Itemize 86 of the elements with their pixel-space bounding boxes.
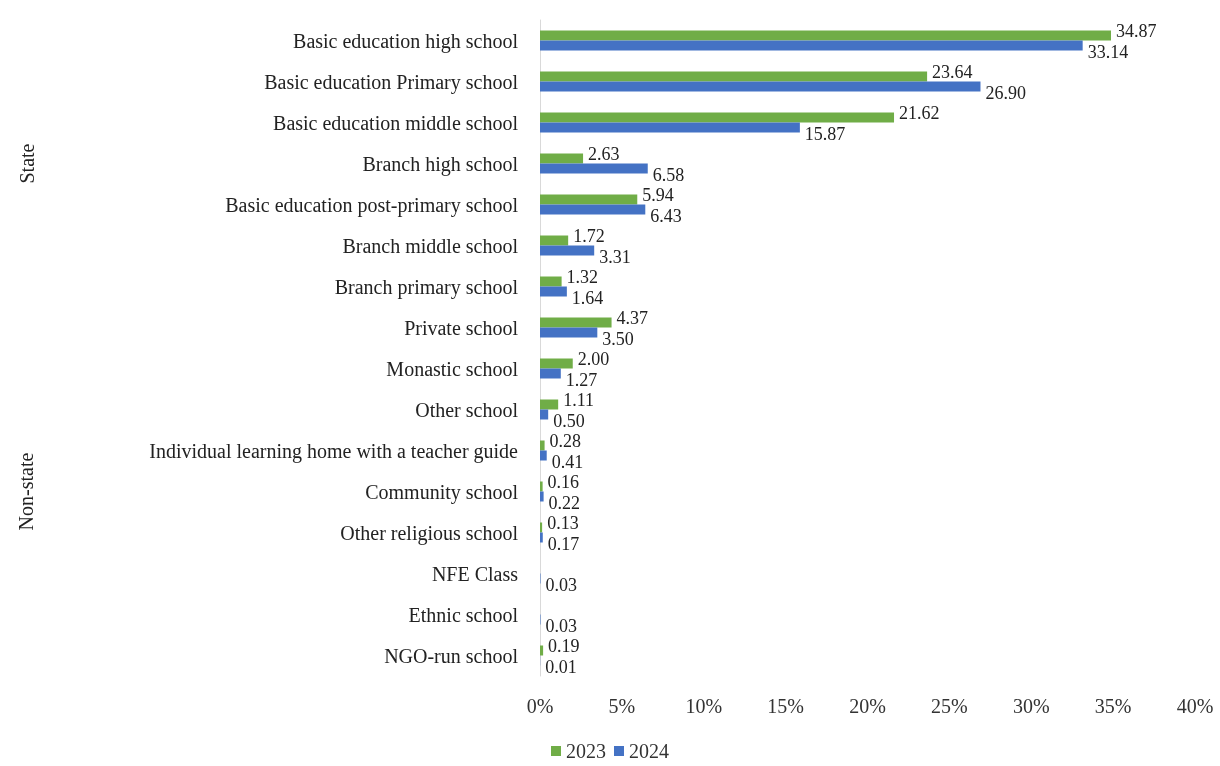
bar [540,327,598,338]
x-tick-label: 40% [1176,695,1214,717]
data-label: 3.31 [599,246,631,267]
bar [540,30,1111,41]
bar [540,286,567,297]
x-tick-label: 20% [849,695,886,717]
x-tick-label: 5% [608,695,636,717]
data-label: 0.28 [549,430,582,451]
data-label: 1.27 [565,369,598,390]
y-tick-label: Community school [365,480,519,504]
bar [540,358,573,369]
bar [540,112,895,123]
data-label: 2.63 [588,143,620,164]
data-label: 0.19 [548,635,580,656]
x-tick-label: 35% [1094,695,1132,717]
y-tick-label: Other religious school [340,521,519,545]
y-tick-label: Individual learning home with a teacher guide [149,439,519,463]
data-label: 2.00 [577,348,610,369]
data-label: 0.03 [545,615,577,636]
bar [540,481,543,492]
data-label: 6.43 [650,205,682,226]
y-tick-label: Basic education post-primary school [225,193,519,217]
bar [540,317,612,328]
data-label: 26.90 [985,82,1026,103]
bar [540,194,638,205]
data-label: 0.01 [545,656,577,677]
data-label: 0.03 [545,574,577,595]
x-tick-label: 0% [526,695,554,717]
data-label: 0.22 [548,492,581,513]
text: State [15,143,39,184]
y-tick-label: Monastic school [386,357,519,380]
bar [540,522,543,533]
y-tick-label: Branch middle school [342,234,519,257]
bar [540,409,549,420]
bar [540,40,1083,51]
data-label: 1.32 [566,266,599,287]
bar [540,81,981,92]
y-tick-label: Ethnic school [408,603,519,626]
bar [540,491,544,502]
data-label: 21.62 [899,102,940,123]
data-label: 6.58 [652,164,685,185]
bar [540,399,559,410]
data-label: 0.50 [553,410,585,431]
bar [540,276,562,287]
y-tick-label: Branch high school [362,152,519,176]
y-tick-label: Branch primary school [334,275,519,299]
y-tick-label: Basic education high school [293,29,519,53]
y-tick-label: NGO-run school [384,644,519,667]
bar [540,153,584,164]
x-tick-label: 15% [767,695,804,717]
data-label: 3.50 [602,328,634,349]
data-label: 4.37 [616,307,649,328]
x-tick-label: 25% [931,695,968,717]
data-label: 23.64 [932,61,973,82]
bar [540,235,569,246]
data-label: 0.41 [551,451,584,472]
bar [540,245,595,256]
data-label: 5.94 [642,184,674,205]
data-label: 33.14 [1087,41,1129,62]
bar [540,368,561,379]
data-label: 0.16 [547,471,580,492]
bar [540,440,545,451]
y-tick-label: NFE Class [431,562,519,585]
y-tick-label: Basic education Primary school [264,70,519,94]
bar [540,532,543,543]
bar [540,71,928,82]
data-label: 1.11 [563,389,595,410]
data-label: 1.64 [571,287,604,308]
data-label: 1.72 [573,225,605,246]
legend-label: 2023 [566,740,606,762]
y-tick-label: Private school [404,316,519,339]
data-label: 0.17 [547,533,580,554]
y-tick-label: Basic education middle school [273,111,519,134]
bar [540,122,800,133]
data-label: 15.87 [804,123,846,144]
text: Non-state [15,452,39,531]
x-tick-label: 30% [1012,695,1050,717]
data-label: 34.87 [1116,20,1157,41]
x-tick-label: 10% [685,695,723,717]
bar [540,204,646,215]
bar [540,450,547,461]
legend-label: 2024 [629,740,669,762]
y-tick-label: Other school [415,398,519,421]
bar [540,163,648,174]
bar [540,645,544,656]
data-label: 0.13 [547,512,579,533]
